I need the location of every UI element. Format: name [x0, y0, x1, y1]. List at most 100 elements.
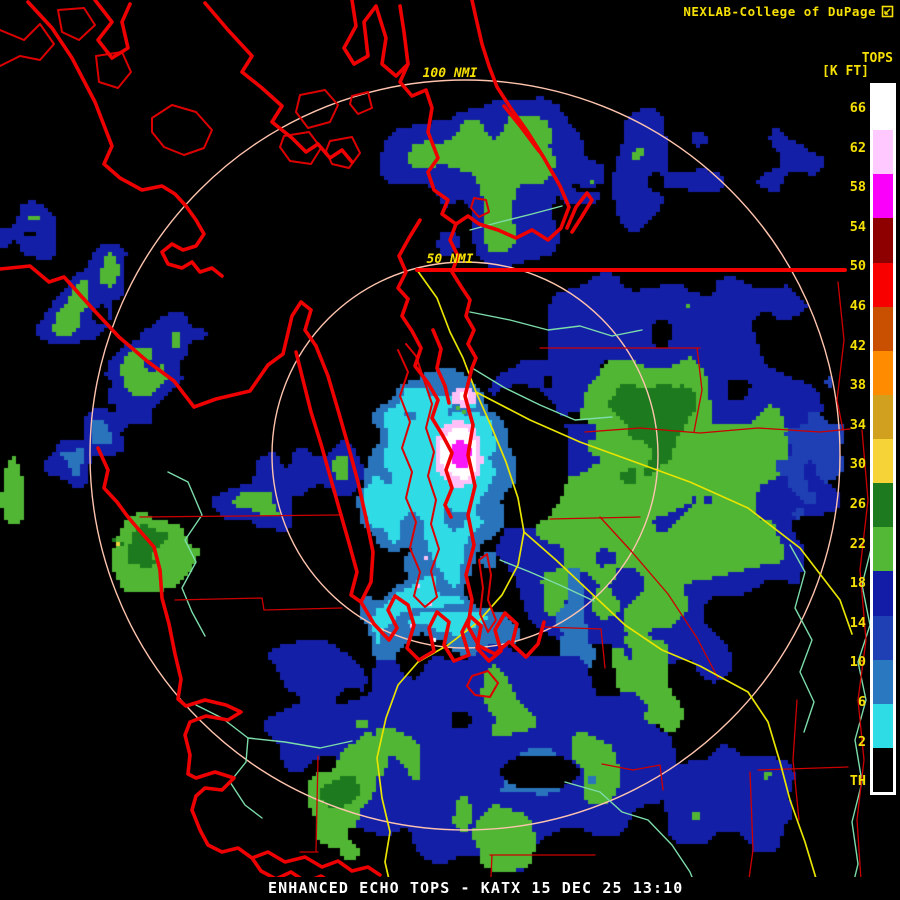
legend-tick-label: 22: [849, 535, 866, 552]
legend-tick-label: 38: [849, 377, 866, 394]
legend-tick-label: 34: [849, 416, 866, 433]
legend-unit: [K FT]: [822, 64, 869, 79]
legend-block: [873, 439, 893, 484]
county-boundary-line: [174, 597, 263, 601]
island-outline: [397, 343, 440, 608]
legend-tick-label: 50: [849, 258, 866, 275]
status-text: ENHANCED ECHO TOPS - KATX 15 DEC 25 13:1…: [268, 879, 684, 897]
legend-block: [873, 747, 893, 792]
county-boundary-line: [757, 766, 849, 771]
legend-tick-label: 46: [849, 298, 866, 314]
county-boundary-line: [856, 429, 869, 881]
legend-tick-label: 58: [849, 179, 866, 196]
county-boundary-line: [544, 626, 602, 630]
ring-label-50nmi: 50 NMI: [426, 252, 474, 267]
highway-line: [376, 269, 525, 898]
river-line: [499, 559, 595, 602]
island-outline: [57, 7, 96, 41]
coastline: [0, 264, 318, 409]
coastline: [359, 594, 546, 663]
county-boundary-line: [600, 628, 606, 669]
coastline: [448, 222, 478, 370]
legend-block: [873, 394, 893, 439]
coastline: [565, 191, 594, 234]
brand-text: NEXLAB-College of DuPage: [683, 4, 876, 19]
coastline: [294, 344, 375, 604]
legend-block: [873, 350, 893, 395]
river-line: [195, 704, 263, 819]
legend-block: [873, 659, 893, 704]
coastline: [396, 218, 454, 519]
coastline: [93, 0, 132, 60]
river-line: [247, 737, 353, 749]
island-outline: [478, 553, 497, 633]
header-brand: NEXLAB-College of DuPage: [683, 4, 894, 19]
legend-tick-label: 30: [849, 456, 866, 473]
river-line: [469, 311, 643, 337]
county-boundary-line: [693, 347, 703, 433]
island-outline: [466, 670, 499, 698]
legend-block: [873, 174, 893, 219]
range-ring: [89, 79, 841, 831]
legend-tick-label: 42: [849, 337, 866, 354]
coastline: [398, 0, 571, 242]
legend-title: TOPS: [861, 51, 893, 66]
legend-block: [873, 306, 893, 351]
legend-block: [873, 218, 893, 263]
highway-line: [475, 391, 853, 635]
coastline: [431, 328, 451, 405]
legend-tick-label: 18: [849, 575, 866, 592]
county-boundary-line: [261, 597, 343, 611]
highway-line: [523, 531, 819, 886]
legend-tick-label: TH: [849, 773, 866, 790]
legend-block: [873, 483, 893, 528]
legend-block: [873, 262, 893, 307]
legend-tick-label: 6: [857, 694, 866, 710]
county-boundary-line: [139, 514, 341, 518]
coastline: [26, 0, 224, 278]
legend-block: [873, 527, 893, 572]
county-boundary-line: [601, 763, 664, 791]
coastline: [96, 446, 382, 877]
island-outline: [0, 23, 55, 67]
river-line: [471, 367, 613, 421]
county-boundary-line: [836, 281, 845, 431]
legend-tick-label: 62: [849, 139, 866, 156]
legend-block: [873, 86, 893, 131]
range-ring: [271, 261, 659, 649]
river-line: [167, 471, 206, 637]
legend-block: [873, 615, 893, 660]
status-bar: ENHANCED ECHO TOPS - KATX 15 DEC 25 13:1…: [0, 877, 900, 900]
coastline: [502, 104, 541, 153]
river-line: [849, 544, 873, 898]
county-boundary-line: [599, 516, 719, 679]
cod-export-arrow-icon: [881, 5, 894, 18]
river-line: [564, 781, 701, 898]
legend-tick-label: 26: [849, 496, 866, 512]
coastline: [203, 1, 354, 164]
county-boundary-line: [549, 516, 641, 520]
legend-block: [873, 571, 893, 616]
legend-tick-label: 2: [857, 733, 866, 750]
island-outline: [470, 197, 490, 218]
legend-tick-label: 66: [849, 100, 866, 116]
legend-tick-label: 10: [849, 654, 866, 671]
legend-block: [873, 130, 893, 175]
island-outline: [349, 91, 373, 115]
county-boundary-line: [584, 427, 851, 434]
island-outline: [151, 104, 213, 156]
legend-tick-label: 54: [849, 218, 866, 235]
legend-colorbar: [870, 83, 896, 795]
legend-tick-label: 14: [849, 614, 866, 631]
county-boundary-line: [792, 699, 800, 821]
ring-label-100nmi: 100 NMI: [422, 66, 478, 81]
island-outline: [295, 89, 339, 129]
county-boundary-line: [747, 771, 754, 887]
coastline: [342, 0, 410, 78]
island-outline: [279, 131, 322, 165]
river-line: [789, 544, 815, 733]
legend-block: [873, 703, 893, 748]
county-boundary-line: [315, 755, 319, 853]
